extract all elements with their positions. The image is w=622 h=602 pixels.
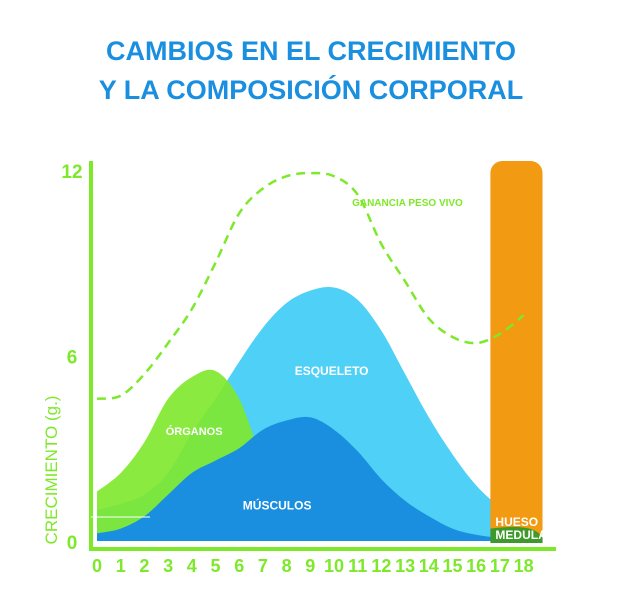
x-tick-label: 3	[163, 556, 173, 576]
x-tick-label: 15	[442, 556, 462, 576]
x-tick-label: 18	[514, 556, 534, 576]
series-label-musculos: MÚSCULOS	[243, 497, 312, 512]
series-label-ganancia: GANANCIA PESO VIVO	[352, 198, 463, 209]
x-tick-label: 11	[348, 556, 367, 576]
x-tick-label: 14	[419, 556, 439, 576]
x-tick-label: 13	[395, 556, 415, 576]
x-tick-label: 7	[258, 556, 268, 576]
x-tick-label: 4	[187, 556, 197, 576]
x-tick-label: 1	[116, 556, 126, 576]
x-tick-label: 2	[139, 556, 149, 576]
x-tick-label: 10	[324, 556, 344, 576]
x-tick-label: 9	[305, 556, 315, 576]
title-line-1: CAMBIOS EN EL CRECIMIENTO	[105, 36, 517, 66]
band-label-line-2: MEDULAR	[495, 528, 555, 542]
series-label-esqueleto: ESQUELETO	[295, 364, 369, 378]
x-tick-label: 0	[92, 556, 102, 576]
x-tick-label: 17	[490, 556, 510, 576]
band-hueso-medular-base	[490, 526, 543, 543]
y-axis-title: CRECIMIENTO (g.)	[42, 396, 61, 545]
y-tick-label: 6	[67, 348, 78, 369]
band-label-line-1: HUESO	[495, 515, 538, 529]
title-line-2: Y LA COMPOSICIÓN CORPORAL	[98, 75, 524, 105]
y-tick-label: 0	[67, 533, 78, 554]
y-tick-label: 12	[61, 162, 82, 183]
series-area-musculos	[97, 416, 524, 541]
x-tick-label: 8	[282, 556, 292, 576]
x-tick-label: 12	[371, 556, 391, 576]
x-tick-label: 16	[466, 556, 486, 576]
series-label-organos: ÓRGANOS	[166, 425, 223, 438]
x-tick-label: 6	[234, 556, 244, 576]
band-hueso-medular	[490, 161, 543, 543]
x-tick-label: 5	[210, 556, 220, 576]
series-line-ganancia	[96, 171, 525, 401]
